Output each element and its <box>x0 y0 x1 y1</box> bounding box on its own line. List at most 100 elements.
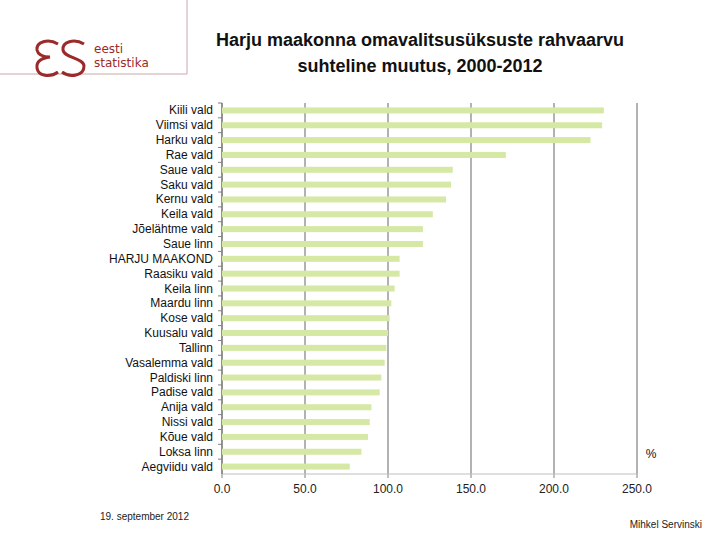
category-label: Saue linn <box>163 237 213 251</box>
category-label: Keila linn <box>164 282 213 296</box>
bar <box>222 152 506 158</box>
category-tick <box>218 266 222 267</box>
category-label: Loksa linn <box>159 445 213 459</box>
logo-text: statistika <box>94 56 149 70</box>
footer-date: 19. september 2012 <box>100 511 189 522</box>
category-label: Jõelähtme vald <box>132 222 213 236</box>
category-tick <box>218 429 222 430</box>
category-label: Kõue vald <box>160 430 213 444</box>
category-label: Aegviidu vald <box>142 460 213 474</box>
logo-symbol <box>62 41 84 75</box>
category-label: Kose vald <box>160 311 213 325</box>
category-label: Viimsi vald <box>156 118 213 132</box>
category-tick <box>218 221 222 222</box>
tick-mark <box>637 474 638 478</box>
logo-symbol <box>37 41 58 75</box>
category-tick <box>218 132 222 133</box>
category-tick <box>218 459 222 460</box>
category-tick <box>218 192 222 193</box>
category-tick <box>218 117 222 118</box>
category-label: Paldiski linn <box>150 371 213 385</box>
category-tick <box>218 251 222 252</box>
bar <box>222 375 381 381</box>
bar <box>222 404 371 410</box>
category-tick <box>218 384 222 385</box>
bar <box>222 360 385 366</box>
bar <box>222 122 602 128</box>
footer-author: Mihkel Servinski <box>630 519 702 530</box>
category-label: Tallinn <box>179 341 213 355</box>
category-label: Anija vald <box>161 400 213 414</box>
tick-mark <box>554 474 555 478</box>
category-tick <box>218 206 222 207</box>
tick-mark <box>471 474 472 478</box>
bar <box>222 315 390 321</box>
category-label: Keila vald <box>161 207 213 221</box>
category-tick <box>218 236 222 237</box>
category-tick <box>218 103 222 104</box>
bar <box>222 449 361 455</box>
bar <box>222 286 395 292</box>
category-tick <box>218 370 222 371</box>
bar <box>222 345 386 351</box>
category-label: Maardu linn <box>150 296 213 310</box>
category-tick <box>218 444 222 445</box>
category-tick <box>218 355 222 356</box>
category-tick <box>218 414 222 415</box>
category-label: Padise vald <box>151 385 213 399</box>
bars <box>222 107 604 469</box>
bar <box>222 271 400 277</box>
tick-mark <box>388 474 389 478</box>
chart-canvas: eestistatistika 0.0 50.0 100.0 150.0 200.0 250… <box>0 0 720 540</box>
tick-label: 150.0 <box>456 482 486 496</box>
bar <box>222 419 370 425</box>
category-label: Harku vald <box>156 133 213 147</box>
tick-label: 250.0 <box>622 482 652 496</box>
category-tick <box>218 310 222 311</box>
category-label: Rae vald <box>166 148 213 162</box>
category-label: HARJU MAAKOND <box>109 252 213 266</box>
bar <box>222 330 388 336</box>
tick-label: 0.0 <box>214 482 231 496</box>
bar <box>222 256 400 262</box>
bar <box>222 137 591 143</box>
category-label: Kuusalu vald <box>144 326 213 340</box>
category-tick <box>218 177 222 178</box>
bar <box>222 300 391 306</box>
bar <box>222 226 423 232</box>
logo-text: eesti <box>94 42 123 56</box>
frame-line <box>0 74 187 75</box>
category-label: Saue vald <box>160 163 213 177</box>
category-label: Saku vald <box>160 178 213 192</box>
grid-line <box>470 103 471 474</box>
bar <box>222 389 380 395</box>
bar <box>222 241 423 247</box>
tick-label: 50.0 <box>293 482 317 496</box>
frame-line <box>187 0 188 74</box>
category-label: Nissi vald <box>162 415 213 429</box>
grid-line <box>636 103 637 474</box>
bar <box>222 464 350 470</box>
category-label: Raasiku vald <box>144 267 213 281</box>
grid-line <box>553 103 554 474</box>
bar <box>222 211 433 217</box>
category-label: Vasalemma vald <box>125 356 213 370</box>
category-tick <box>218 162 222 163</box>
axis-label: % <box>646 447 657 461</box>
tick-label: 100.0 <box>373 482 403 496</box>
bar <box>222 107 604 113</box>
category-tick <box>218 325 222 326</box>
chart-title: Harju maakonna omavalitsusüksuste rahvaa… <box>185 27 655 79</box>
tick-label: 200.0 <box>539 482 569 496</box>
tick-mark <box>305 474 306 478</box>
category-label: Kiili vald <box>169 103 213 117</box>
bar <box>222 182 451 188</box>
x-axis-line <box>222 474 637 475</box>
category-tick <box>218 295 222 296</box>
category-tick <box>218 399 222 400</box>
category-tick <box>218 147 222 148</box>
bar <box>222 434 368 440</box>
bar <box>222 167 453 173</box>
category-tick <box>218 281 222 282</box>
tick-mark <box>222 474 223 478</box>
